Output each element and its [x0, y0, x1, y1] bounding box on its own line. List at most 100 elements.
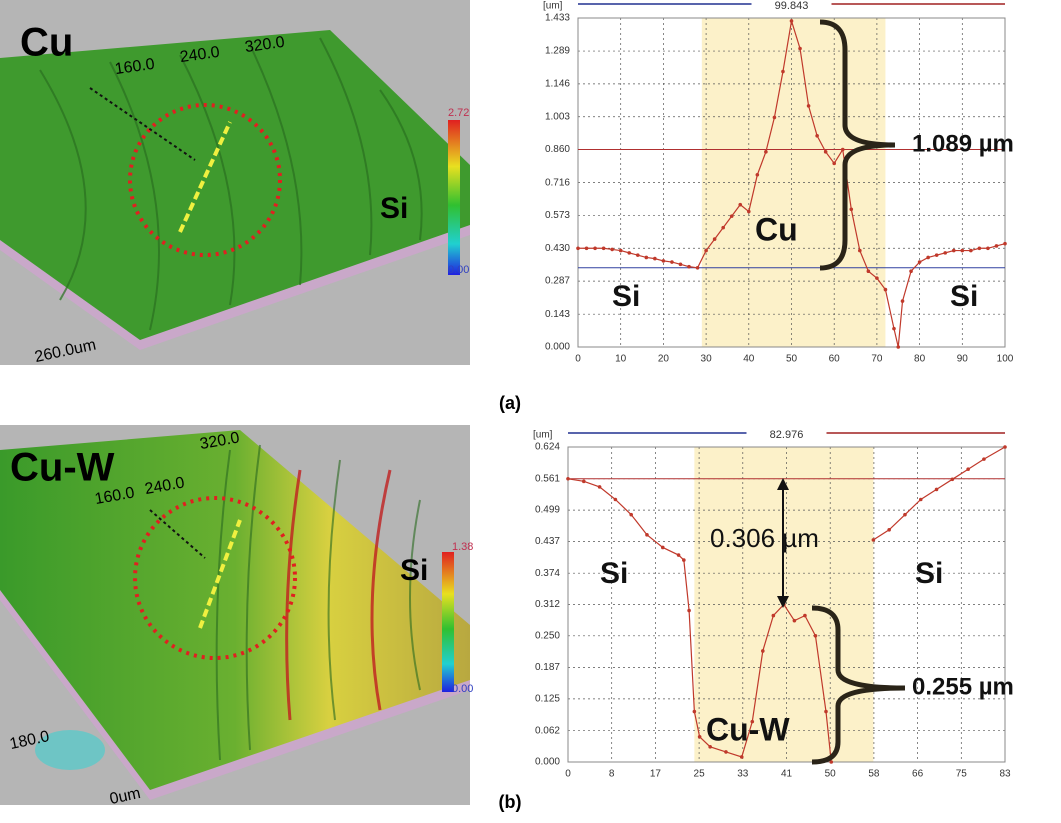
profile-point [704, 249, 708, 253]
y-tick-label: 0.499 [535, 505, 560, 516]
annotation: Cu [755, 211, 798, 247]
profile-point [978, 246, 982, 250]
x-tick-label: 100 [997, 354, 1014, 365]
profile-point [661, 546, 665, 550]
profile-point [798, 47, 802, 51]
profile-point [966, 467, 970, 471]
annotation: Si [950, 280, 978, 313]
surface-image-b: Cu-W 160.0 240.0 320.0 180.0 0um 1.38 0.… [0, 425, 473, 808]
y-tick-label: 0.624 [535, 442, 560, 453]
profile-point [935, 488, 939, 492]
y-tick-label: 0.062 [535, 725, 560, 736]
profile-point [903, 513, 907, 517]
profile-point [593, 246, 597, 250]
profile-point [887, 528, 891, 532]
x-tick-label: 60 [829, 354, 841, 365]
profile-point [602, 246, 606, 250]
y-tick-label: 1.433 [545, 13, 570, 24]
x-tick-label: 25 [694, 769, 706, 780]
x-tick-label: 50 [786, 354, 798, 365]
profile-point [952, 249, 956, 253]
profile-point [721, 226, 725, 230]
profile-point [670, 260, 674, 264]
profile-point [961, 249, 965, 253]
x-tick-label: 90 [957, 354, 969, 365]
profile-point [986, 246, 990, 250]
y-tick-label: 0.143 [545, 309, 570, 320]
profile-point [645, 256, 649, 260]
profile-point [793, 619, 797, 623]
annotation: 1.089 µm [912, 130, 1014, 157]
image-label: Si [400, 554, 428, 587]
range-value: 82.976 [770, 429, 804, 441]
profile-point [772, 614, 776, 618]
profile-point [943, 251, 947, 255]
profile-point [781, 70, 785, 74]
profile-point [884, 288, 888, 292]
chart: 0.0000.1430.2870.4300.5730.7160.8601.003… [543, 0, 1014, 365]
profile-point [969, 249, 973, 253]
y-tick-label: 0.250 [535, 630, 560, 641]
annotation: Si [600, 557, 628, 590]
x-tick-label: 41 [781, 769, 793, 780]
profile-point [740, 755, 744, 759]
x-tick-label: 8 [609, 769, 615, 780]
y-tick-label: 0.430 [545, 243, 570, 254]
profile-point [841, 148, 845, 152]
profile-point [901, 299, 905, 303]
profile-point [773, 116, 777, 120]
profile-point [761, 649, 765, 653]
profile-point [926, 256, 930, 260]
profile-point [636, 253, 640, 257]
profile-point [832, 162, 836, 166]
page: Cu 160.0 240.0 320.0 260.0um 2.72 0.00 S… [0, 0, 1061, 823]
profile-point [918, 260, 922, 264]
profile-point [1003, 242, 1007, 246]
y-tick-label: 1.003 [545, 111, 570, 122]
profile-point [585, 246, 589, 250]
profile-point [582, 480, 586, 484]
surface-image-a: Cu 160.0 240.0 320.0 260.0um 2.72 0.00 S… [0, 0, 470, 366]
profile-point [677, 553, 681, 557]
profile-point [756, 173, 760, 177]
x-tick-label: 20 [658, 354, 670, 365]
y-tick-label: 0.561 [535, 473, 560, 484]
profile-point [662, 259, 666, 263]
profile-point [935, 253, 939, 257]
x-tick-label: 17 [650, 769, 662, 780]
profile-point [687, 609, 691, 613]
y-tick-label: 0.573 [545, 210, 570, 221]
colorbar-label: 2.72 [448, 107, 469, 119]
x-tick-label: 0 [565, 769, 571, 780]
x-tick-label: 80 [914, 354, 926, 365]
profile-point [679, 263, 683, 267]
x-tick-label: 70 [871, 354, 883, 365]
annotation: Cu-W [706, 711, 790, 747]
profile-point [892, 327, 896, 331]
annotation: Si [612, 280, 640, 313]
x-tick-label: 0 [575, 354, 581, 365]
x-tick-label: 40 [743, 354, 755, 365]
profile-point [653, 257, 657, 261]
profile-point [687, 265, 691, 269]
profile-point [875, 276, 879, 280]
colorbar-label: 1.38 [452, 541, 473, 553]
annotation: Si [915, 557, 943, 590]
profile-point [764, 150, 768, 154]
caption: (a) [499, 393, 521, 413]
profile-point [909, 269, 913, 273]
profile-point [919, 498, 923, 502]
y-tick-label: 0.374 [535, 568, 560, 579]
x-tick-label: 50 [825, 769, 837, 780]
profile-point [614, 498, 618, 502]
profile-point [627, 251, 631, 255]
profile-point [807, 104, 811, 108]
profile-point [872, 538, 876, 542]
profile-point [849, 207, 853, 211]
profile-point [730, 214, 734, 218]
x-tick-label: 75 [956, 769, 968, 780]
x-tick-label: 58 [868, 769, 880, 780]
profile-point [824, 150, 828, 154]
colorbar-label: 0.00 [452, 683, 473, 695]
y-tick-label: 0.312 [535, 599, 560, 610]
